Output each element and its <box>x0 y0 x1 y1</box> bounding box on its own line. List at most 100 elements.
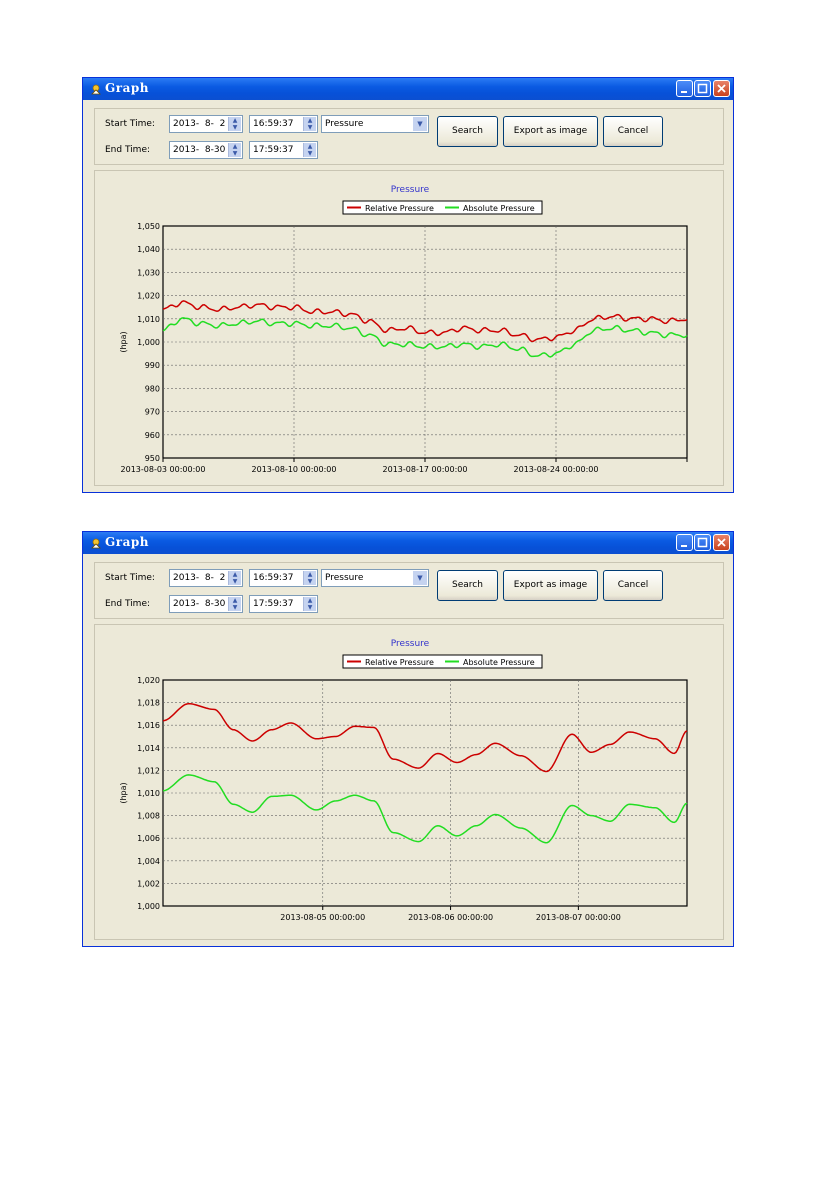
maximize-button[interactable] <box>694 534 711 551</box>
y-tick-label: 1,010 <box>137 315 160 324</box>
x-tick-label: 2013-08-07 00:00:00 <box>536 913 621 922</box>
start-date-value: 2013- 8- 2 <box>173 573 226 583</box>
end-date-picker[interactable]: 2013- 8-30 ▲ ▼ <box>169 141 243 159</box>
window-title: Graph <box>105 81 149 95</box>
y-tick-label: 1,016 <box>137 721 160 730</box>
spin-arrows-icon[interactable]: ▲ ▼ <box>303 571 316 585</box>
close-button[interactable] <box>713 80 730 97</box>
query-toolbar: Start Time: End Time: 2013- 8- 2 ▲ ▼ 16:5… <box>94 562 724 619</box>
end-date-picker[interactable]: 2013- 8-30 ▲ ▼ <box>169 595 243 613</box>
title-bar[interactable]: Graph <box>83 78 733 100</box>
start-time-picker[interactable]: 16:59:37 ▲ ▼ <box>249 569 318 587</box>
minimize-icon <box>681 91 687 93</box>
x-tick-label: 2013-08-24 00:00:00 <box>514 465 599 474</box>
maximize-icon <box>697 537 708 548</box>
y-tick-label: 1,008 <box>137 812 160 821</box>
y-axis-label: (hpa) <box>119 331 128 352</box>
minimize-button[interactable] <box>676 80 693 97</box>
graph-window-2: Graph Start Time: End Time: 2013- 8- 2 ▲… <box>82 531 734 947</box>
title-bar[interactable]: Graph <box>83 532 733 554</box>
y-tick-label: 1,030 <box>137 268 160 277</box>
start-time-value: 16:59:37 <box>253 573 294 583</box>
measurement-select[interactable]: Pressure ▼ <box>321 569 429 587</box>
y-tick-label: 990 <box>145 361 160 370</box>
spin-arrows-icon[interactable]: ▲ ▼ <box>303 143 316 157</box>
measurement-select[interactable]: Pressure ▼ <box>321 115 429 133</box>
spin-arrows-icon[interactable]: ▲ ▼ <box>228 597 241 611</box>
legend-box <box>342 654 543 669</box>
y-tick-label: 1,004 <box>137 857 160 866</box>
chevron-down-icon[interactable]: ▼ <box>413 117 427 131</box>
series-relative-pressure <box>162 300 688 343</box>
start-time-label: Start Time: <box>105 119 155 129</box>
y-tick-label: 1,006 <box>137 834 160 843</box>
end-time-value: 17:59:37 <box>253 599 294 609</box>
cancel-button[interactable]: Cancel <box>603 570 663 601</box>
y-tick-label: 1,040 <box>137 245 160 254</box>
x-tick-label: 2013-08-06 00:00:00 <box>408 913 493 922</box>
spin-arrows-icon[interactable]: ▲ ▼ <box>303 597 316 611</box>
export-image-button[interactable]: Export as image <box>503 116 598 147</box>
measurement-select-value: Pressure <box>325 573 364 583</box>
start-date-picker[interactable]: 2013- 8- 2 ▲ ▼ <box>169 569 243 587</box>
legend-box <box>342 200 543 215</box>
y-tick-label: 1,000 <box>137 338 160 347</box>
query-toolbar: Start Time: End Time: 2013- 8- 2 ▲ ▼ 16:5… <box>94 108 724 165</box>
legend-label: Absolute Pressure <box>463 204 535 213</box>
maximize-button[interactable] <box>694 80 711 97</box>
spin-arrows-icon[interactable]: ▲ ▼ <box>228 143 241 157</box>
x-tick-label: 2013-08-17 00:00:00 <box>383 465 468 474</box>
y-tick-label: 1,050 <box>137 222 160 231</box>
y-tick-label: 980 <box>145 384 160 393</box>
legend-label: Relative Pressure <box>365 658 434 667</box>
y-tick-label: 1,018 <box>137 699 160 708</box>
measurement-select-value: Pressure <box>325 119 364 129</box>
y-tick-label: 1,000 <box>137 902 160 911</box>
spin-arrows-icon[interactable]: ▲ ▼ <box>228 571 241 585</box>
chevron-down-icon[interactable]: ▼ <box>413 571 427 585</box>
pressure-chart-zoomed: Pressure Relative Pressure Absolute Pressu… <box>119 639 688 922</box>
maximize-icon <box>697 83 708 94</box>
y-tick-label: 1,020 <box>137 676 160 685</box>
series-relative-pressure <box>162 702 688 773</box>
graph-window-1: Graph Start Time: End Time: 2013- 8- 2 ▲… <box>82 77 734 493</box>
x-tick-label: 2013-08-03 00:00:00 <box>121 465 206 474</box>
start-date-picker[interactable]: 2013- 8- 2 ▲ ▼ <box>169 115 243 133</box>
search-button[interactable]: Search <box>437 570 498 601</box>
end-time-picker[interactable]: 17:59:37 ▲ ▼ <box>249 141 318 159</box>
search-button[interactable]: Search <box>437 116 498 147</box>
close-icon <box>717 84 726 93</box>
chart-panel: Pressure Relative Pressure Absolute Pressu… <box>94 624 724 940</box>
end-time-label: End Time: <box>105 145 151 155</box>
legend-label: Relative Pressure <box>365 204 434 213</box>
close-button[interactable] <box>713 534 730 551</box>
chart-title: Pressure <box>391 639 430 649</box>
spin-arrows-icon[interactable]: ▲ ▼ <box>228 117 241 131</box>
start-time-picker[interactable]: 16:59:37 ▲ ▼ <box>249 115 318 133</box>
close-icon <box>717 538 726 547</box>
start-date-value: 2013- 8- 2 <box>173 119 226 129</box>
end-time-label: End Time: <box>105 599 151 609</box>
x-tick-label: 2013-08-10 00:00:00 <box>252 465 337 474</box>
series-absolute-pressure <box>162 317 688 358</box>
window-title: Graph <box>105 535 149 549</box>
y-tick-label: 1,012 <box>137 766 160 775</box>
minimize-icon <box>681 545 687 547</box>
end-time-picker[interactable]: 17:59:37 ▲ ▼ <box>249 595 318 613</box>
y-tick-label: 960 <box>145 431 160 440</box>
chart-legend: Relative Pressure Absolute Pressure <box>342 654 543 669</box>
chart-title: Pressure <box>391 185 430 195</box>
y-tick-label: 1,002 <box>137 879 160 888</box>
start-time-label: Start Time: <box>105 573 155 583</box>
spin-arrows-icon[interactable]: ▲ ▼ <box>303 117 316 131</box>
chart-legend: Relative Pressure Absolute Pressure <box>342 200 543 215</box>
series-absolute-pressure <box>162 774 688 844</box>
end-date-value: 2013- 8-30 <box>173 145 226 155</box>
weather-station-icon <box>91 84 101 95</box>
export-image-button[interactable]: Export as image <box>503 570 598 601</box>
y-tick-label: 1,010 <box>137 789 160 798</box>
y-tick-label: 970 <box>145 408 160 417</box>
y-tick-label: 1,020 <box>137 292 160 301</box>
cancel-button[interactable]: Cancel <box>603 116 663 147</box>
minimize-button[interactable] <box>676 534 693 551</box>
